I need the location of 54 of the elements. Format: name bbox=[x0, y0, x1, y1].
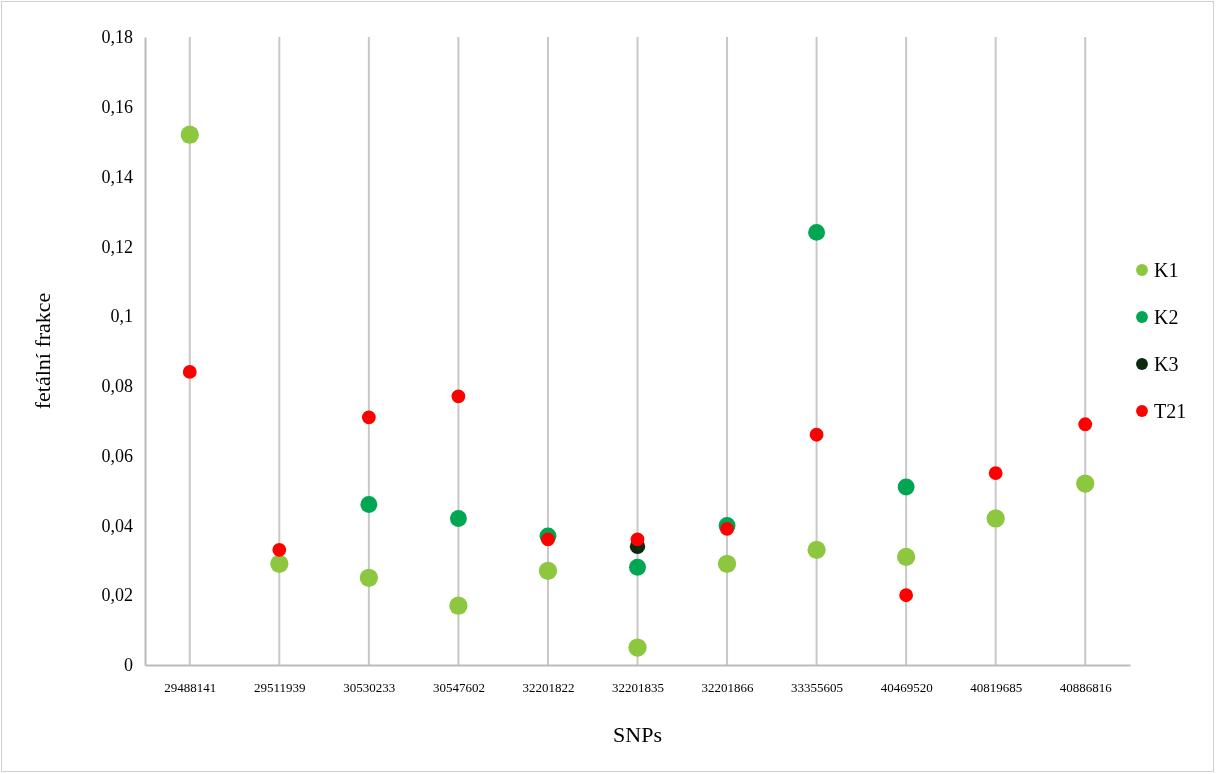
x-tick-label: 29511939 bbox=[254, 680, 306, 696]
x-tick-label: 33355605 bbox=[791, 680, 844, 696]
point bbox=[538, 561, 558, 580]
point bbox=[807, 540, 826, 559]
legend-label: K2 bbox=[1154, 306, 1179, 328]
y-tick-label: 0,04 bbox=[101, 515, 133, 536]
x-axis-title: SNPs bbox=[613, 722, 662, 747]
point bbox=[451, 389, 466, 404]
y-tick-label: 0,18 bbox=[101, 27, 133, 48]
point bbox=[449, 510, 467, 527]
x-tick-label: 40886816 bbox=[1059, 680, 1113, 696]
point bbox=[449, 596, 468, 615]
point bbox=[988, 466, 1003, 481]
x-tick-label: 30547602 bbox=[432, 680, 485, 696]
x-tick-label: 40819685 bbox=[970, 680, 1023, 696]
point bbox=[182, 365, 197, 379]
point bbox=[360, 496, 378, 513]
y-tick-label: 0,1 bbox=[110, 306, 133, 327]
point bbox=[899, 588, 914, 603]
point bbox=[180, 125, 199, 144]
point bbox=[272, 542, 287, 557]
point bbox=[720, 522, 734, 536]
y-tick-label: 0,02 bbox=[101, 585, 133, 606]
y-tick-label: 0,16 bbox=[101, 97, 133, 118]
point bbox=[986, 509, 1005, 528]
y-tick-label: 0,14 bbox=[101, 166, 133, 187]
x-tick-label: 40469520 bbox=[880, 680, 933, 696]
x-tick-label: 32201822 bbox=[522, 680, 575, 696]
x-tick-label: 32201866 bbox=[701, 680, 755, 696]
point bbox=[897, 478, 915, 496]
x-tick-label: 29488141 bbox=[164, 680, 217, 696]
point bbox=[1078, 417, 1093, 432]
x-tick-label: 30530233 bbox=[343, 680, 396, 696]
y-tick-label: 0 bbox=[124, 655, 133, 676]
point bbox=[628, 638, 647, 657]
legend-label: K3 bbox=[1154, 353, 1179, 375]
legend-label: T21 bbox=[1154, 400, 1187, 422]
legend-label: K1 bbox=[1154, 259, 1179, 281]
y-axis-title: fetální frakce bbox=[30, 292, 55, 410]
point bbox=[270, 554, 289, 573]
y-tick-label: 0,06 bbox=[101, 445, 133, 466]
point bbox=[1076, 474, 1095, 493]
y-tick-label: 0,08 bbox=[101, 376, 133, 397]
point bbox=[630, 532, 645, 547]
x-tick-label: 32201835 bbox=[612, 680, 664, 696]
point bbox=[717, 554, 737, 573]
point bbox=[541, 532, 555, 547]
y-tick-label: 0,12 bbox=[101, 236, 133, 257]
point bbox=[629, 558, 646, 576]
point bbox=[897, 547, 916, 566]
point bbox=[359, 568, 378, 587]
point bbox=[809, 427, 824, 442]
point bbox=[808, 223, 826, 241]
point bbox=[361, 410, 376, 425]
